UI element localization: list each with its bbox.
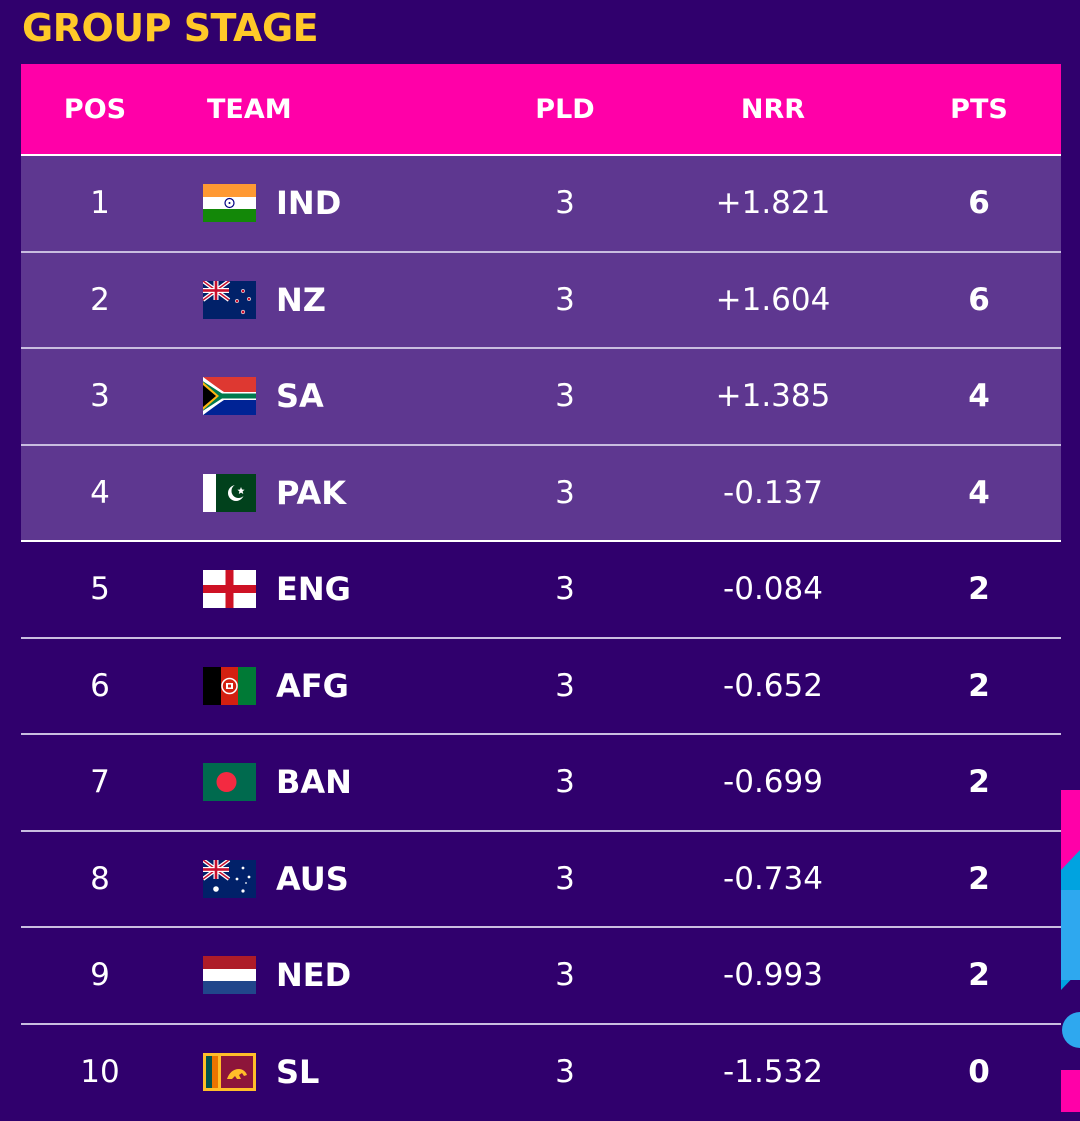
row-pld: 3 xyxy=(515,639,615,733)
header-pld: PLD xyxy=(515,64,615,156)
row-nrr: -0.137 xyxy=(673,446,873,540)
table-row[interactable]: 5 ENG 3 -0.084 2 xyxy=(21,542,1061,639)
row-team: SL xyxy=(276,1025,319,1119)
row-pts: 2 xyxy=(929,735,1029,829)
row-pos: 9 xyxy=(21,928,179,1022)
pakistan-flag-icon xyxy=(203,474,256,512)
row-team: BAN xyxy=(276,735,352,829)
row-pos: 7 xyxy=(21,735,179,829)
row-team: SA xyxy=(276,349,324,443)
row-pts: 4 xyxy=(929,446,1029,540)
row-team: NED xyxy=(276,928,351,1022)
row-nrr: -0.652 xyxy=(673,639,873,733)
row-team: AFG xyxy=(276,639,349,733)
header-team: TEAM xyxy=(207,64,292,156)
netherlands-flag-icon xyxy=(203,956,256,994)
table-row[interactable]: 2 NZ 3 +1.604 6 xyxy=(21,253,1061,350)
row-team: PAK xyxy=(276,446,346,540)
row-team: NZ xyxy=(276,253,326,347)
row-pld: 3 xyxy=(515,156,615,250)
table-row[interactable]: 4 PAK 3 -0.137 4 xyxy=(21,446,1061,543)
row-nrr: -0.084 xyxy=(673,542,873,636)
india-flag-icon xyxy=(203,184,256,222)
row-pts: 2 xyxy=(929,928,1029,1022)
row-pos: 6 xyxy=(21,639,179,733)
australia-flag-icon xyxy=(203,860,256,898)
row-nrr: -0.699 xyxy=(673,735,873,829)
standings-table: POS TEAM PLD NRR PTS 1 IND 3 +1.821 6 2 … xyxy=(21,64,1061,1121)
table-row[interactable]: 10 SL 3 -1.532 0 xyxy=(21,1025,1061,1121)
table-row[interactable]: 8 AUS 3 -0.734 2 xyxy=(21,832,1061,929)
row-pos: 4 xyxy=(21,446,179,540)
row-pos: 3 xyxy=(21,349,179,443)
decorative-graphic xyxy=(1061,790,1080,1112)
sri-lanka-flag-icon xyxy=(203,1053,256,1091)
table-row[interactable]: 1 IND 3 +1.821 6 xyxy=(21,156,1061,253)
row-pld: 3 xyxy=(515,1025,615,1119)
header-nrr: NRR xyxy=(673,64,873,156)
row-pts: 0 xyxy=(929,1025,1029,1119)
row-pld: 3 xyxy=(515,253,615,347)
row-pld: 3 xyxy=(515,446,615,540)
new-zealand-flag-icon xyxy=(203,281,256,319)
row-nrr: +1.385 xyxy=(673,349,873,443)
row-pos: 1 xyxy=(21,156,179,250)
row-pts: 6 xyxy=(929,253,1029,347)
row-pld: 3 xyxy=(515,735,615,829)
afghanistan-flag-icon xyxy=(203,667,256,705)
row-pos: 2 xyxy=(21,253,179,347)
row-pos: 8 xyxy=(21,832,179,926)
row-pts: 4 xyxy=(929,349,1029,443)
row-pts: 2 xyxy=(929,639,1029,733)
row-pld: 3 xyxy=(515,349,615,443)
row-pts: 6 xyxy=(929,156,1029,250)
bangladesh-flag-icon xyxy=(203,763,256,801)
row-pos: 5 xyxy=(21,542,179,636)
table-row[interactable]: 9 NED 3 -0.993 2 xyxy=(21,928,1061,1025)
row-pts: 2 xyxy=(929,832,1029,926)
england-flag-icon xyxy=(203,570,256,608)
row-pld: 3 xyxy=(515,832,615,926)
header-pos: POS xyxy=(21,64,169,156)
row-nrr: +1.604 xyxy=(673,253,873,347)
row-nrr: -1.532 xyxy=(673,1025,873,1119)
table-row[interactable]: 7 BAN 3 -0.699 2 xyxy=(21,735,1061,832)
south-africa-flag-icon xyxy=(203,377,256,415)
row-pos: 10 xyxy=(21,1025,179,1119)
row-pts: 2 xyxy=(929,542,1029,636)
row-team: AUS xyxy=(276,832,349,926)
page-title: GROUP STAGE xyxy=(22,6,318,50)
row-pld: 3 xyxy=(515,542,615,636)
row-nrr: +1.821 xyxy=(673,156,873,250)
row-team: IND xyxy=(276,156,341,250)
row-pld: 3 xyxy=(515,928,615,1022)
row-nrr: -0.734 xyxy=(673,832,873,926)
table-row[interactable]: 3 SA 3 +1.385 4 xyxy=(21,349,1061,446)
header-pts: PTS xyxy=(929,64,1029,156)
table-row[interactable]: 6 AFG 3 -0.652 2 xyxy=(21,639,1061,736)
row-team: ENG xyxy=(276,542,351,636)
row-nrr: -0.993 xyxy=(673,928,873,1022)
table-header: POS TEAM PLD NRR PTS xyxy=(21,64,1061,156)
